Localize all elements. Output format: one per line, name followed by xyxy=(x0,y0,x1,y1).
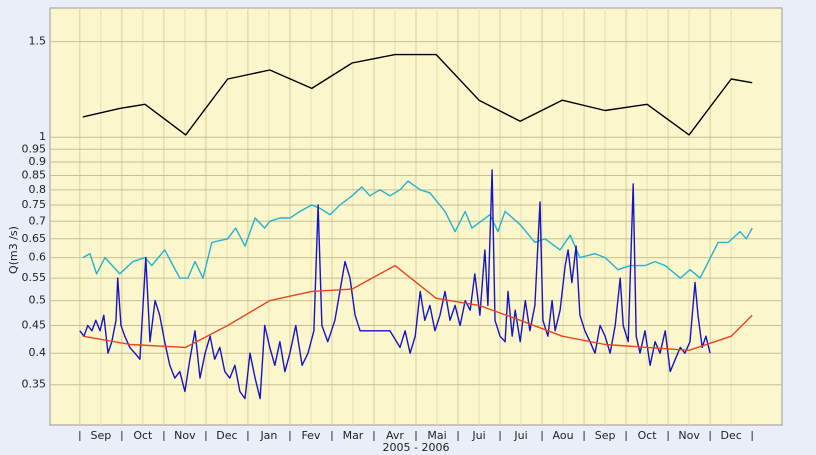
grid xyxy=(50,8,782,425)
y-tick-label: 0.65 xyxy=(22,232,47,245)
y-tick-label: 0.85 xyxy=(22,169,47,182)
series-line xyxy=(82,180,753,279)
x-tick-label: Jui xyxy=(471,429,485,442)
y-tick-label: 1.5 xyxy=(29,35,47,48)
series-line xyxy=(82,264,753,351)
y-tick-label: 0.95 xyxy=(22,142,47,155)
x-tick-label: Oct xyxy=(638,429,658,442)
y-tick-label: 0.5 xyxy=(29,294,47,307)
y-tick-label: 0.9 xyxy=(29,155,47,168)
x-tick-label: Sep xyxy=(595,429,616,442)
y-axis-label: Q(m3 /s) xyxy=(7,226,20,274)
y-tick-label: 0.55 xyxy=(22,271,47,284)
y-tick-label: 0.7 xyxy=(29,214,47,227)
series-line xyxy=(82,53,753,136)
y-tick-label: 0.4 xyxy=(29,346,47,359)
x-tick-label: Oct xyxy=(133,429,153,442)
series xyxy=(79,53,753,400)
series-line xyxy=(79,169,711,400)
x-tick-label: Nov xyxy=(174,429,196,442)
x-tick-label: Jan xyxy=(259,429,277,442)
x-tick-label: Avr xyxy=(386,429,404,442)
y-tick-label: 0.8 xyxy=(29,183,47,196)
x-axis-label: 2005 - 2006 xyxy=(383,441,450,454)
x-tick-label: Fev xyxy=(301,429,320,442)
x-tick-label: Aou xyxy=(553,429,574,442)
axis: Sep Oct Nov Dec Jan Fev Mar Avr Mai Jui Jui Aou Sep O… xyxy=(22,35,753,442)
y-tick-label: 1 xyxy=(39,130,46,143)
x-tick-label: Jui xyxy=(513,429,527,442)
x-tick-label: Dec xyxy=(216,429,237,442)
x-tick-label: Nov xyxy=(678,429,700,442)
x-tick-label: Mai xyxy=(427,429,446,442)
x-tick-label: Sep xyxy=(90,429,111,442)
x-tick-label: Mar xyxy=(343,429,364,442)
y-tick-label: 0.35 xyxy=(22,378,47,391)
y-tick-label: 0.45 xyxy=(22,318,47,331)
y-tick-label: 0.6 xyxy=(29,251,47,264)
x-tick-label: Dec xyxy=(721,429,742,442)
y-tick-label: 0.75 xyxy=(22,198,47,211)
